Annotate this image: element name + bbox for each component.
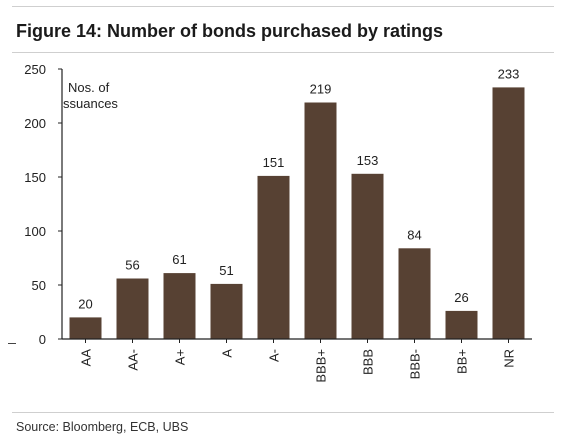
chart-title: Figure 14: Number of bonds purchased by …	[16, 21, 444, 41]
data-label: 233	[498, 66, 520, 81]
x-tick-label: AA	[79, 349, 94, 367]
title-rule	[12, 52, 554, 53]
data-label: 61	[172, 252, 186, 267]
x-tick-label: BBB+	[314, 349, 329, 383]
data-label: 51	[219, 263, 233, 278]
y-axis: 0 50 100 150 200 250	[24, 62, 63, 347]
data-label: 153	[357, 153, 379, 168]
bar-a-plus	[163, 273, 196, 339]
bar-bbb-plus	[304, 102, 337, 339]
data-label: 26	[454, 290, 468, 305]
x-tick-label: A	[220, 349, 235, 358]
x-tick-label: NR	[502, 349, 517, 368]
data-labels: 20 56 61 51 151 219 153 84 26 233	[78, 66, 519, 311]
bar-a-minus	[257, 175, 290, 339]
x-tick-label: A+	[173, 349, 188, 365]
bar-bbb	[351, 173, 384, 339]
y-tick-label: 250	[24, 62, 46, 77]
bar-aa	[69, 317, 102, 339]
y-tick-label: 50	[32, 278, 46, 293]
y-tick-label: 0	[39, 332, 46, 347]
bar-nr	[492, 87, 525, 340]
y-tick-label: 150	[24, 170, 46, 185]
y-tick-label: 200	[24, 116, 46, 131]
bar-aa-minus	[116, 278, 149, 339]
data-label: 219	[310, 82, 332, 97]
top-rule	[12, 6, 554, 7]
data-label: 56	[125, 258, 139, 273]
x-tick-label: BB+	[455, 349, 470, 374]
x-tick-label: BBB	[361, 349, 376, 375]
source-note: Source: Bloomberg, ECB, UBS	[16, 420, 189, 434]
y-tick-label: 100	[24, 224, 46, 239]
bar-bbb-minus	[398, 248, 431, 339]
stray-tick-mark	[8, 343, 16, 344]
y-axis-label-line: Nos. of	[68, 80, 110, 95]
y-axis-label-line: ssuances	[63, 96, 118, 111]
x-tick-label: BBB-	[408, 349, 423, 379]
bar-bb-plus	[445, 310, 478, 339]
bottom-rule	[12, 412, 554, 413]
x-axis: AA AA- A+ A A- BBB+ BBB BBB- BB+ NR	[62, 338, 532, 383]
data-label: 151	[263, 155, 285, 170]
bars	[69, 87, 525, 340]
x-tick-label: AA-	[126, 349, 141, 371]
bar-a	[210, 283, 243, 339]
x-tick-label: A-	[267, 349, 282, 362]
data-label: 84	[407, 227, 421, 242]
data-label: 20	[78, 296, 92, 311]
